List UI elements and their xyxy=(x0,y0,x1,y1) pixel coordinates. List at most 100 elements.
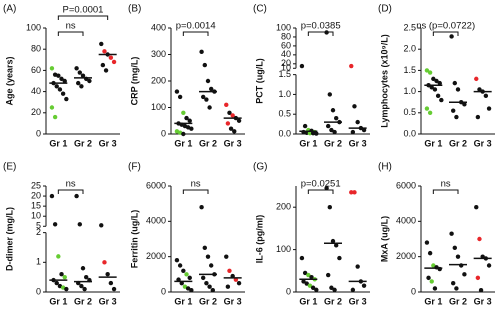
data-point xyxy=(177,263,183,268)
data-point xyxy=(60,91,66,96)
y-tick-label: 10 xyxy=(281,63,291,73)
x-tick-label: Gr 2 xyxy=(449,296,467,306)
y-axis-label: IL-6 (pg/ml) xyxy=(254,215,264,264)
data-point xyxy=(478,288,484,293)
bracket xyxy=(182,189,209,194)
y-tick-label: 0 xyxy=(36,286,41,296)
y-tick-label: 0 xyxy=(286,286,291,296)
data-point xyxy=(327,205,332,210)
data-point xyxy=(187,118,192,123)
data-point xyxy=(432,286,438,291)
data-point xyxy=(462,272,467,277)
data-point xyxy=(429,85,434,90)
data-point xyxy=(108,280,114,286)
y-tick-label: 200 xyxy=(276,202,291,212)
data-point xyxy=(84,274,89,280)
data-point xyxy=(424,68,430,73)
panel-label: (H) xyxy=(378,162,392,173)
panel-label: (F) xyxy=(128,162,141,173)
y-tick-label: 200 xyxy=(151,75,166,85)
x-tick-label: Gr 1 xyxy=(49,296,67,306)
data-point xyxy=(324,185,329,191)
data-point xyxy=(201,94,206,100)
data-point xyxy=(59,271,64,277)
data-point xyxy=(202,245,207,251)
data-point xyxy=(475,275,481,281)
y-tick-label: 100 xyxy=(151,102,166,112)
data-point xyxy=(64,286,69,292)
data-point xyxy=(455,254,461,259)
data-point xyxy=(432,87,438,92)
data-point xyxy=(74,193,79,199)
panel-label: (G) xyxy=(253,162,267,173)
data-point xyxy=(236,280,242,286)
data-point xyxy=(79,84,84,89)
data-point xyxy=(174,89,180,94)
data-point xyxy=(62,274,67,280)
bracket xyxy=(57,31,84,36)
data-point xyxy=(199,49,204,55)
data-point xyxy=(307,283,313,288)
data-point xyxy=(454,114,459,120)
x-tick-label: Gr 3 xyxy=(474,138,492,148)
x-tick-label: Gr 3 xyxy=(224,138,242,148)
data-point xyxy=(111,286,117,292)
data-point xyxy=(56,73,61,78)
data-point xyxy=(475,114,481,120)
y-axis-label: Age (years) xyxy=(4,56,14,105)
bracket xyxy=(432,189,459,194)
data-point xyxy=(49,105,55,110)
data-point xyxy=(225,121,231,126)
y-tick-label: 0.5 xyxy=(403,107,416,117)
x-tick-label: Gr 2 xyxy=(199,138,217,148)
data-point xyxy=(181,110,186,116)
data-point xyxy=(483,93,489,99)
data-point xyxy=(486,106,492,111)
data-point xyxy=(82,286,87,292)
data-point xyxy=(431,263,436,268)
data-point xyxy=(350,129,356,135)
bracket xyxy=(307,31,334,36)
y-tick-label: 15 xyxy=(31,201,41,211)
data-point xyxy=(189,288,194,293)
panel-label: (B) xyxy=(128,4,141,15)
y-tick-label: 0 xyxy=(36,128,41,138)
data-point xyxy=(431,76,436,82)
data-point xyxy=(54,84,59,89)
data-point xyxy=(361,283,367,288)
data-point xyxy=(224,254,229,259)
data-point xyxy=(204,97,209,102)
data-point xyxy=(451,108,456,113)
data-point xyxy=(189,126,194,131)
data-point xyxy=(427,110,433,116)
x-tick-label: Gr 3 xyxy=(99,138,117,148)
data-point xyxy=(361,127,367,133)
data-point xyxy=(77,70,83,75)
y-tick-label: 10 xyxy=(31,211,41,221)
y-axis-label: Lymphocytes (x10⁹/L) xyxy=(379,34,389,127)
data-point xyxy=(185,286,191,291)
y-tick-label: 1 xyxy=(36,257,41,267)
data-point xyxy=(310,131,316,136)
data-point xyxy=(304,281,309,286)
bracket xyxy=(432,31,459,36)
y-tick-label: 300 xyxy=(151,49,166,59)
data-point xyxy=(49,193,55,199)
x-tick-label: Gr 1 xyxy=(299,296,317,306)
y-tick-label: 4000 xyxy=(396,216,416,226)
data-point xyxy=(474,76,479,82)
data-point xyxy=(209,263,214,268)
data-point xyxy=(64,96,69,102)
x-tick-label: Gr 1 xyxy=(299,138,317,148)
y-tick-label: 100 xyxy=(276,244,291,254)
data-point xyxy=(299,255,305,261)
data-point xyxy=(74,66,79,71)
bracket-label: ns xyxy=(66,21,76,32)
data-point xyxy=(99,41,104,47)
data-point xyxy=(355,264,360,269)
data-point xyxy=(426,275,431,281)
x-tick-label: Gr 2 xyxy=(324,296,342,306)
y-tick-label: 0.0 xyxy=(278,128,291,138)
y-axis-label: MxA (ug/L) xyxy=(379,216,389,262)
data-point xyxy=(455,87,461,92)
